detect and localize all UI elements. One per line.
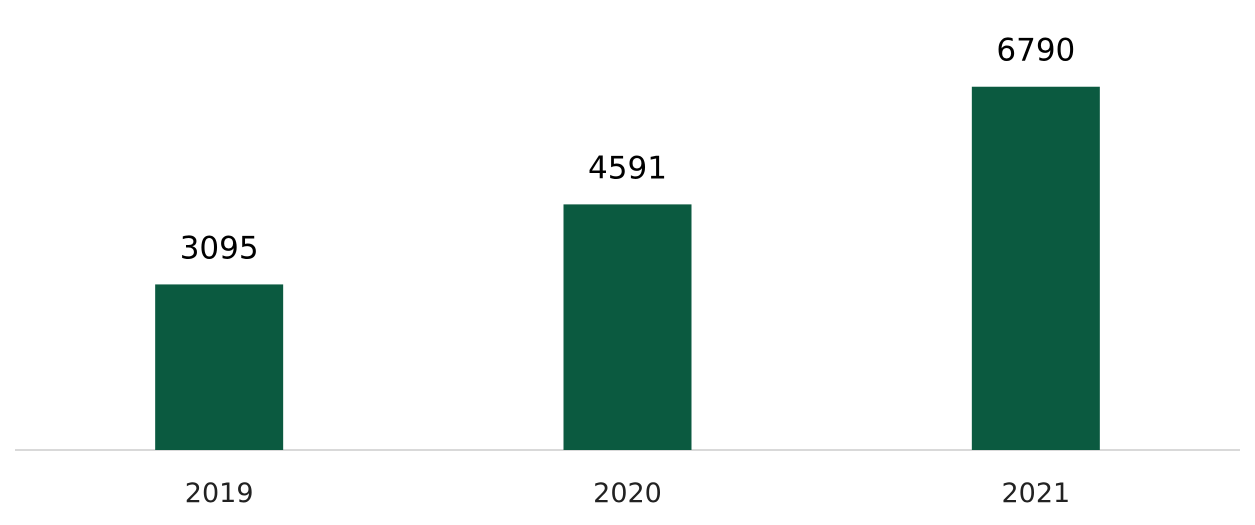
data-label-2020: 4591 [588,150,667,186]
data-label-2019: 3095 [180,230,259,266]
bar-2019 [155,284,284,450]
data-label-2021: 6790 [996,33,1075,69]
x-tick-label-2019: 2019 [185,478,254,509]
bars-layer [155,86,1100,451]
x-tick-label-2020: 2020 [593,478,662,509]
x-tick-label-2021: 2021 [1001,478,1070,509]
value-labels-layer: 3095 4591 6790 [180,33,1076,267]
bar-2021 [971,86,1100,451]
tick-labels-layer: 2019 2020 2021 [185,478,1070,509]
bar-2020 [563,204,692,450]
